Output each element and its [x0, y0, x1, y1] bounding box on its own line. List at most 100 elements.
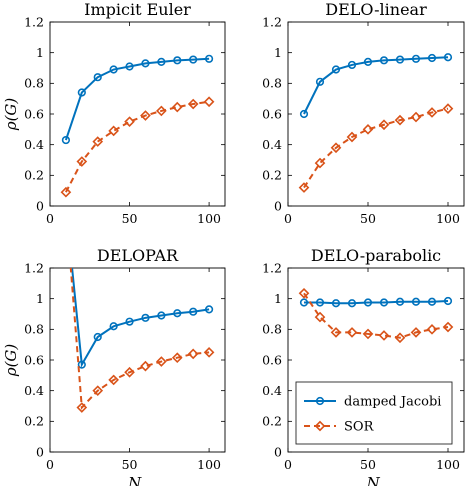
data-point — [427, 53, 437, 63]
axes-box — [49, 267, 226, 453]
data-point — [171, 101, 183, 113]
series-jacobi — [299, 53, 453, 119]
data-point — [443, 53, 453, 62]
panel-4: 0 0.2 0.4 0.6 0.8 1 1.2 0 50 100 DELO-parabolic Ns — [262, 246, 465, 486]
data-point — [362, 124, 374, 135]
legend: damped Jacobi SOR — [295, 381, 453, 445]
y-tick-label: 0.6 — [262, 106, 282, 121]
x-tick-label: 0 — [284, 457, 292, 472]
x-axis-label: Ns — [127, 474, 147, 486]
data-point — [394, 114, 406, 126]
data-point — [203, 96, 215, 108]
data-point — [173, 56, 182, 65]
data-point — [124, 366, 135, 378]
data-point — [427, 297, 437, 306]
panel-3: 0 0.2 0.4 0.6 0.8 1 1.2 0 50 100 DELOPAR ρ(G) Ns — [2, 246, 226, 486]
data-point — [346, 131, 358, 143]
data-point — [299, 109, 309, 119]
data-point — [395, 297, 405, 306]
data-point — [76, 402, 88, 413]
x-tick-label: 50 — [360, 211, 376, 226]
data-point — [108, 374, 119, 386]
data-point — [298, 182, 310, 193]
data-point — [157, 57, 166, 66]
panel-2: 0 0.2 0.4 0.6 0.8 1 1.2 0 50 100 DELO-linear — [262, 0, 465, 226]
data-point — [204, 305, 214, 314]
data-point — [156, 105, 167, 117]
y-tick-label: 0.4 — [24, 137, 44, 152]
data-point — [378, 119, 390, 131]
data-point — [124, 116, 135, 127]
data-point — [426, 107, 438, 118]
y-tick-label: 0.6 — [262, 352, 282, 367]
x-tick-label: 50 — [122, 211, 138, 226]
y-tick-label: 0.4 — [262, 137, 282, 152]
series-sor — [298, 103, 454, 193]
y-tick-label: 0.4 — [262, 383, 282, 398]
data-point — [189, 307, 198, 316]
y-tick-label: 0.8 — [24, 76, 44, 91]
data-point — [394, 332, 406, 344]
series-line — [65, 100, 210, 193]
data-point — [315, 298, 325, 307]
x-tick-label: 0 — [46, 457, 54, 472]
y-tick-label: 0 — [274, 198, 282, 213]
data-point — [140, 110, 151, 121]
y-tick-label: 0.8 — [262, 76, 282, 91]
panel-title: DELO-parabolic — [311, 246, 441, 265]
data-point — [410, 111, 422, 123]
data-point — [141, 313, 150, 322]
y-tick-label: 1 — [274, 291, 282, 306]
panel-title: DELO-linear — [325, 0, 427, 19]
data-point — [171, 352, 183, 364]
data-point — [379, 298, 389, 307]
series-line — [303, 292, 449, 339]
y-tick-label: 0.2 — [262, 414, 282, 429]
x-tick-label: 0 — [46, 211, 54, 226]
data-point — [363, 57, 373, 66]
data-point — [362, 328, 374, 340]
data-point — [331, 299, 341, 308]
data-point — [363, 298, 373, 307]
data-point — [77, 88, 86, 97]
data-point — [125, 317, 134, 326]
data-point — [379, 56, 389, 65]
y-tick-label: 0.2 — [262, 168, 282, 183]
series-jacobi — [61, 54, 214, 145]
data-point — [125, 62, 134, 71]
data-point — [395, 55, 405, 64]
y-tick-label: 1.2 — [262, 260, 282, 275]
data-point — [60, 186, 72, 198]
series-line — [303, 56, 449, 115]
y-tick-label: 0 — [36, 198, 44, 213]
data-point — [314, 157, 326, 169]
data-point — [140, 360, 151, 372]
y-tick-label: 1.2 — [24, 260, 44, 275]
legend-diamond-marker — [314, 420, 326, 432]
data-point — [347, 60, 357, 70]
series-jacobi — [299, 296, 453, 308]
y-tick-label: 0.4 — [24, 383, 44, 398]
data-point — [92, 385, 104, 396]
data-point — [61, 135, 71, 145]
data-point — [330, 327, 342, 338]
legend-label: SOR — [344, 420, 375, 435]
data-point — [189, 55, 198, 64]
data-point — [331, 65, 341, 74]
data-point — [187, 98, 199, 110]
series-sor — [298, 287, 454, 344]
axes-box — [287, 21, 465, 207]
y-axis-label: ρ(G) — [2, 98, 20, 132]
series-line — [64, 57, 210, 141]
y-tick-label: 1 — [36, 45, 44, 60]
x-tick-label: 50 — [360, 457, 376, 472]
x-tick-label: 100 — [197, 457, 221, 472]
data-point — [157, 311, 166, 320]
y-tick-label: 0.2 — [24, 414, 44, 429]
data-point — [204, 54, 214, 63]
legend-label: damped Jacobi — [344, 395, 441, 410]
data-point — [346, 327, 358, 338]
y-tick-label: 1.2 — [262, 14, 282, 29]
series-line — [69, 268, 210, 410]
data-point — [426, 324, 438, 335]
